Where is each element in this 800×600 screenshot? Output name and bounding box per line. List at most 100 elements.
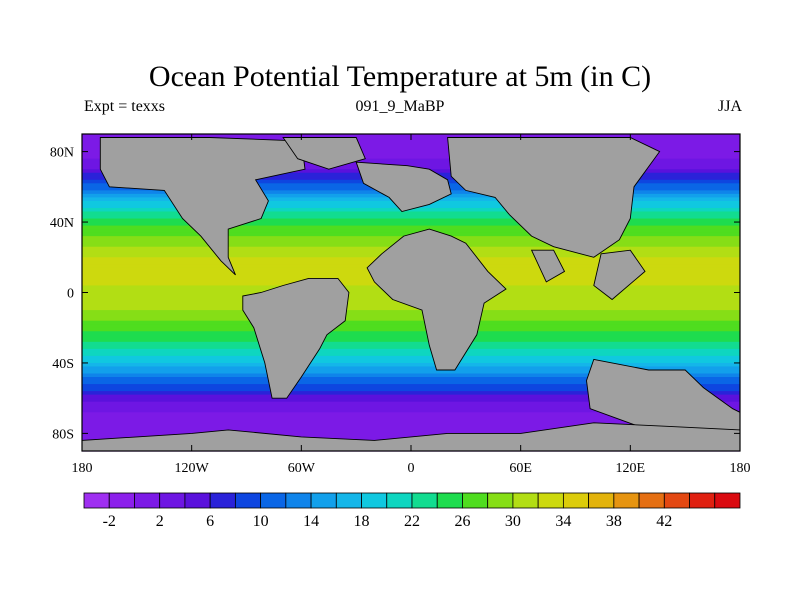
temperature-band — [82, 377, 740, 382]
colorbar-swatch — [436, 492, 463, 509]
colorbar-swatch — [613, 492, 640, 509]
colorbar-swatch — [512, 492, 539, 509]
colorbar-swatch — [638, 492, 665, 509]
temperature-band — [82, 398, 740, 403]
temperature-band — [82, 317, 740, 322]
colorbar-label: 18 — [354, 513, 370, 530]
temperature-band — [82, 401, 740, 406]
colorbar-swatch — [462, 492, 489, 509]
temperature-band — [82, 229, 740, 234]
temperature-band — [82, 144, 740, 149]
temperature-band — [82, 405, 740, 410]
x-tick-label: 60W — [288, 461, 316, 476]
y-tick-label: 0 — [67, 287, 74, 302]
temperature-band — [82, 338, 740, 343]
temperature-band — [82, 419, 740, 424]
x-tick-label: 0 — [408, 461, 415, 476]
colorbar-label: 26 — [454, 513, 470, 530]
colorbar-label: 42 — [656, 513, 672, 530]
temperature-band — [82, 310, 740, 315]
temperature-band — [82, 313, 740, 318]
x-tick-label: 120E — [616, 461, 646, 476]
land-india — [530, 249, 566, 283]
colorbar-swatch — [335, 492, 362, 509]
land-greenland-arctic — [282, 137, 366, 170]
colorbar-swatch — [234, 492, 262, 509]
x-tick-label: 180 — [72, 461, 93, 476]
temperature-band — [82, 380, 740, 385]
y-tick-label: 40N — [50, 216, 74, 231]
colorbar-swatch — [588, 492, 615, 509]
land-southeast-asia — [593, 249, 646, 301]
temperature-band — [82, 306, 740, 311]
colorbar-swatch — [310, 492, 337, 509]
temperature-band — [82, 412, 740, 417]
y-tick-label: 80N — [50, 146, 74, 161]
temperature-band — [82, 415, 740, 420]
temperature-band — [82, 341, 740, 346]
colorbar-swatch — [487, 492, 514, 509]
temperature-band — [82, 369, 740, 375]
temperature-band — [82, 334, 740, 339]
temperature-band — [82, 148, 740, 153]
colorbar-swatch — [209, 492, 236, 509]
colorbar: -2 2 6 10 14 18 22 26 30 34 38 42 — [83, 492, 741, 530]
temperature-band — [82, 151, 740, 156]
temperature-band — [82, 429, 740, 434]
temperature-band — [82, 218, 740, 223]
experiment-label: Expt = texxs — [84, 98, 166, 115]
colorbar-swatch — [260, 492, 287, 509]
colorbar-label: 22 — [404, 513, 420, 530]
colorbar-swatch — [386, 492, 413, 509]
temperature-band — [82, 327, 740, 332]
temperature-band — [82, 211, 740, 216]
period-label: 091_9_MaBP — [355, 98, 445, 115]
colorbar-swatch — [562, 492, 590, 509]
colorbar-label: 34 — [555, 513, 571, 530]
temperature-band — [82, 324, 740, 329]
colorbar-swatch — [537, 492, 564, 509]
colorbar-label: 14 — [303, 513, 319, 530]
colorbar-label: 2 — [156, 513, 164, 530]
temperature-band — [82, 408, 740, 413]
colorbar-swatch — [134, 492, 161, 509]
x-tick-label: 120W — [175, 461, 210, 476]
temperature-band — [82, 158, 740, 163]
temperature-band — [82, 320, 740, 325]
temperature-band — [82, 348, 740, 353]
temperature-band — [82, 422, 740, 427]
temperature-band — [82, 352, 740, 357]
temperature-band — [82, 394, 740, 399]
temperature-band — [82, 222, 740, 227]
colorbar-label: 30 — [505, 513, 521, 530]
land-antarctica — [81, 422, 741, 452]
temperature-band — [82, 162, 740, 167]
colorbar-label: 10 — [253, 513, 269, 530]
colorbar-swatch — [285, 492, 312, 509]
temperature-band — [82, 387, 740, 392]
temperature-band — [82, 362, 740, 368]
temperature-band — [82, 215, 740, 220]
land-asia — [447, 137, 661, 258]
y-tick-label: 40S — [52, 357, 74, 372]
temperature-band — [82, 141, 740, 146]
colorbar-swatch — [108, 492, 135, 509]
land-australia — [586, 358, 741, 431]
land-africa — [366, 228, 507, 371]
chart-title: Ocean Potential Temperature at 5m (in C) — [148, 60, 652, 93]
axis-ticks: 180 120W 60W 0 60E 120E 180 80N 40N 0 40S 80S — [50, 134, 751, 476]
colorbar-label: 6 — [206, 513, 214, 530]
temperature-band — [82, 373, 740, 378]
temperature-band — [82, 391, 740, 396]
temperature-band — [82, 366, 740, 371]
temperature-band — [82, 355, 740, 361]
temperature-band — [82, 331, 740, 336]
temperature-band — [82, 384, 740, 389]
colorbar-swatch — [663, 492, 690, 509]
temperature-band — [82, 433, 740, 438]
x-tick-label: 60E — [509, 461, 532, 476]
land-masses — [81, 137, 741, 452]
temperature-band — [82, 345, 740, 350]
land-europe — [355, 161, 452, 213]
